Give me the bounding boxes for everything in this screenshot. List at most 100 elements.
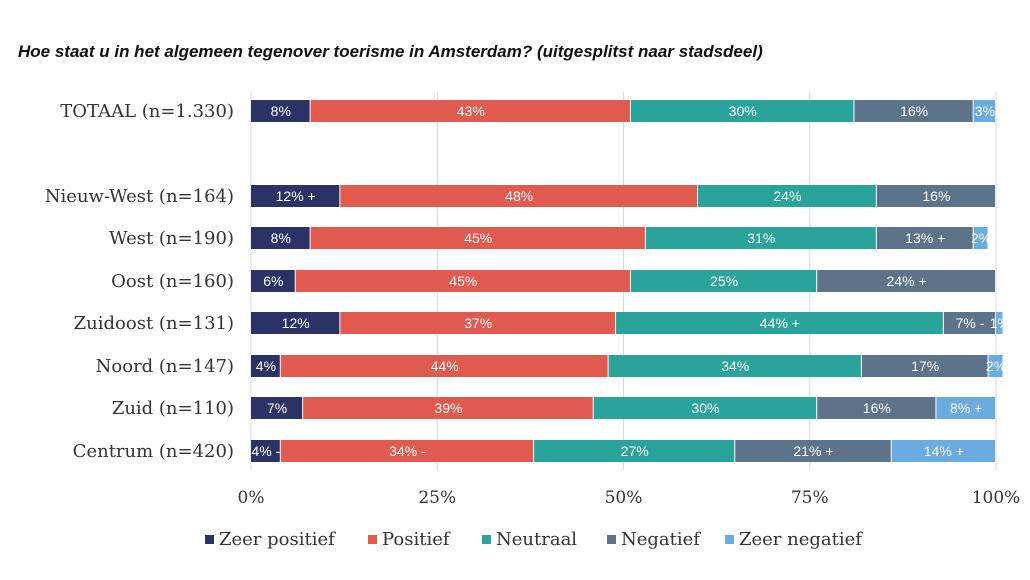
- bar-value-label: 34% -: [389, 443, 426, 459]
- category-label: TOTAAL (n=1.330): [60, 101, 234, 122]
- bar-segment: [876, 185, 995, 207]
- category-label: Nieuw-West (n=164): [45, 186, 234, 207]
- bar-value-label: 31%: [747, 230, 775, 246]
- bar-value-label: 4%: [256, 358, 276, 374]
- bar-segment: [310, 100, 630, 122]
- bar-segment: [616, 312, 943, 334]
- legend-label: Negatief: [621, 529, 701, 550]
- bar-value-label: 2%: [971, 230, 991, 246]
- category-label: Oost (n=160): [111, 271, 234, 292]
- bar-value-label: 13% +: [905, 230, 945, 246]
- bar-segment: [891, 440, 995, 462]
- legend: Zeer positief Positief Neutraal Negatief Zee…: [205, 529, 863, 550]
- x-tick-label: 25%: [418, 488, 456, 508]
- category-label: Zuid (n=110): [112, 398, 234, 419]
- bar-value-label: 16%: [900, 103, 928, 119]
- bar-segment: [251, 312, 340, 334]
- legend-label: Zeer negatief: [739, 529, 863, 550]
- bar-value-label: 16%: [863, 400, 891, 416]
- legend-swatch: [607, 535, 616, 544]
- bar-value-label: 34%: [721, 358, 749, 374]
- category-labels: TOTAAL (n=1.330) Nieuw-West (n=164) West (…: [45, 101, 234, 462]
- legend-swatch: [368, 535, 377, 544]
- bar-value-label: 4% -: [252, 443, 281, 459]
- bar-value-label: 6%: [263, 273, 283, 289]
- bar-value-label: 2%: [986, 358, 1006, 374]
- bar-segment: [608, 355, 861, 377]
- bar-segment: [817, 397, 936, 419]
- x-axis-ticks: 0% 25% 50% 75% 100%: [238, 488, 1021, 508]
- bar-value-label: 12%: [282, 315, 310, 331]
- bar-value-label: 30%: [729, 103, 757, 119]
- bar-value-label: 37%: [464, 315, 492, 331]
- bar-value-label: 48%: [505, 188, 533, 204]
- bar-segment: [645, 227, 876, 249]
- bar-value-label: 8% +: [950, 400, 982, 416]
- legend-label: Zeer positief: [219, 529, 336, 550]
- bar-value-label: 27%: [621, 443, 649, 459]
- bar-value-label: 17%: [911, 358, 939, 374]
- bar-segment: [973, 227, 988, 249]
- bar-value-label: 8%: [271, 230, 291, 246]
- bar-segment: [988, 355, 1003, 377]
- bar-segment: [876, 227, 973, 249]
- bar-value-label: 1%: [990, 315, 1010, 331]
- bar-value-label: 45%: [464, 230, 492, 246]
- bar-segment: [295, 270, 630, 292]
- bar-segment: [251, 227, 310, 249]
- bar-segment: [280, 440, 534, 462]
- bar-segment: [996, 312, 1003, 334]
- legend-swatch: [482, 535, 491, 544]
- bar-value-label: 43%: [457, 103, 485, 119]
- bar-segment: [817, 270, 995, 292]
- bar-segment: [534, 440, 735, 462]
- bar-value-label: 7%: [267, 400, 287, 416]
- bar-value-label: 24% +: [887, 273, 927, 289]
- bar-segment: [630, 270, 817, 292]
- bar-value-label: 30%: [691, 400, 719, 416]
- category-label: West (n=190): [109, 228, 234, 249]
- bar-value-label: 3%: [975, 103, 995, 119]
- category-label: Zuidoost (n=131): [74, 313, 234, 334]
- bar-segment: [698, 185, 876, 207]
- bar-value-label: 14% +: [924, 443, 964, 459]
- bar-value-label: 25%: [710, 273, 738, 289]
- bar-value-label: 8%: [271, 103, 291, 119]
- bar-value-label: 45%: [449, 273, 477, 289]
- bar-value-label: 16%: [922, 188, 950, 204]
- bar-segment: [251, 100, 310, 122]
- x-tick-label: 50%: [605, 488, 643, 508]
- bar-segment: [251, 270, 295, 292]
- chart-title: Hoe staat u in het algemeen tegenover to…: [18, 42, 763, 61]
- bar-value-label: 24%: [773, 188, 801, 204]
- bar-segment: [861, 355, 988, 377]
- bar-segment: [943, 312, 995, 334]
- bar-value-label: 44%: [431, 358, 459, 374]
- bar-segment: [280, 355, 608, 377]
- bar-value-label: 12% +: [276, 188, 316, 204]
- bar-value-label: 44% +: [760, 315, 800, 331]
- legend-label: Positief: [382, 529, 451, 550]
- legend-swatch: [725, 535, 734, 544]
- bar-segment: [593, 397, 817, 419]
- legend-swatch: [205, 535, 214, 544]
- category-label: Centrum (n=420): [73, 441, 234, 462]
- x-tick-label: 0%: [238, 488, 265, 508]
- bar-segment: [303, 397, 593, 419]
- bar-segment: [251, 397, 303, 419]
- bar-segment: [735, 440, 891, 462]
- bar-segment: [630, 100, 854, 122]
- bar-segment: [973, 100, 995, 122]
- bar-segment: [936, 397, 995, 419]
- x-tick-label: 100%: [972, 488, 1021, 508]
- bar-segment: [340, 185, 697, 207]
- bar-segment: [251, 185, 340, 207]
- bar-value-label: 21% +: [793, 443, 833, 459]
- bar-segment: [310, 227, 645, 249]
- bar-segment: [251, 440, 280, 462]
- bars: 8% 43% 30% 16% 3% 12% + 48% 24% 16% 8% 45% 31% 13% +…: [251, 100, 1010, 462]
- bar-segment: [340, 312, 616, 334]
- legend-label: Neutraal: [496, 529, 577, 550]
- bar-segment: [251, 355, 280, 377]
